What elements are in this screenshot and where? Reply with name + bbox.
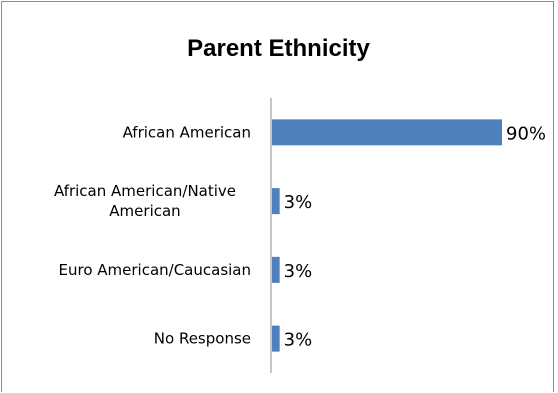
category-label-3: No Response <box>154 330 251 348</box>
bar-0 <box>272 119 502 146</box>
bar-2 <box>272 256 280 283</box>
data-label-0: 90% <box>506 123 546 144</box>
data-label-3: 3% <box>284 330 313 351</box>
bar-3 <box>272 325 280 352</box>
bar-1 <box>272 188 280 215</box>
category-label-1: African American/Native American <box>54 182 236 220</box>
category-label-2: Euro American/Caucasian <box>59 261 252 279</box>
data-label-1: 3% <box>284 192 313 213</box>
data-label-2: 3% <box>284 261 313 282</box>
chart-title: Parent Ethnicity <box>187 35 370 62</box>
category-label-0: African American <box>123 123 251 141</box>
